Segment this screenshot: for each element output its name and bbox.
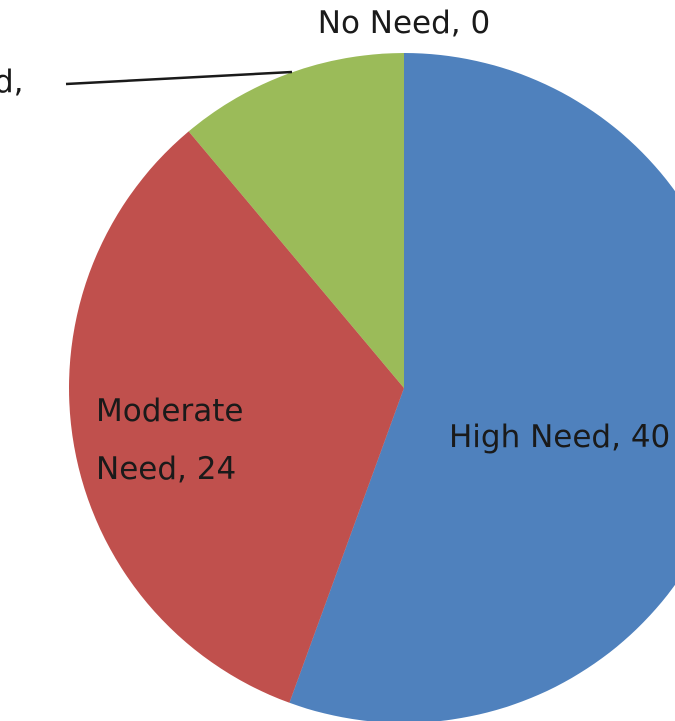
data-label-line: Moderate xyxy=(96,393,243,429)
slice-low-need xyxy=(188,53,404,388)
data-label-line: High Need, 40 xyxy=(449,419,670,455)
slice-moderate-need xyxy=(69,131,404,703)
slice-high-need xyxy=(289,53,675,721)
data-label-high-need: High Need, 40 xyxy=(449,419,670,455)
pie-data-labels: High Need, 40 Moderate Need, 24 No Need, 0 d… xyxy=(0,5,670,487)
data-label-low-need: d, xyxy=(0,64,24,100)
data-label-line: Need, 24 xyxy=(96,451,236,487)
pie-slices xyxy=(69,53,675,721)
data-label-line: No Need, 0 xyxy=(318,5,490,41)
low-need-leader-line xyxy=(65,70,293,86)
data-label-moderate-need: Moderate Need, 24 xyxy=(96,393,243,487)
data-label-no-need: No Need, 0 xyxy=(318,5,490,41)
data-label-line: d, xyxy=(0,64,24,100)
